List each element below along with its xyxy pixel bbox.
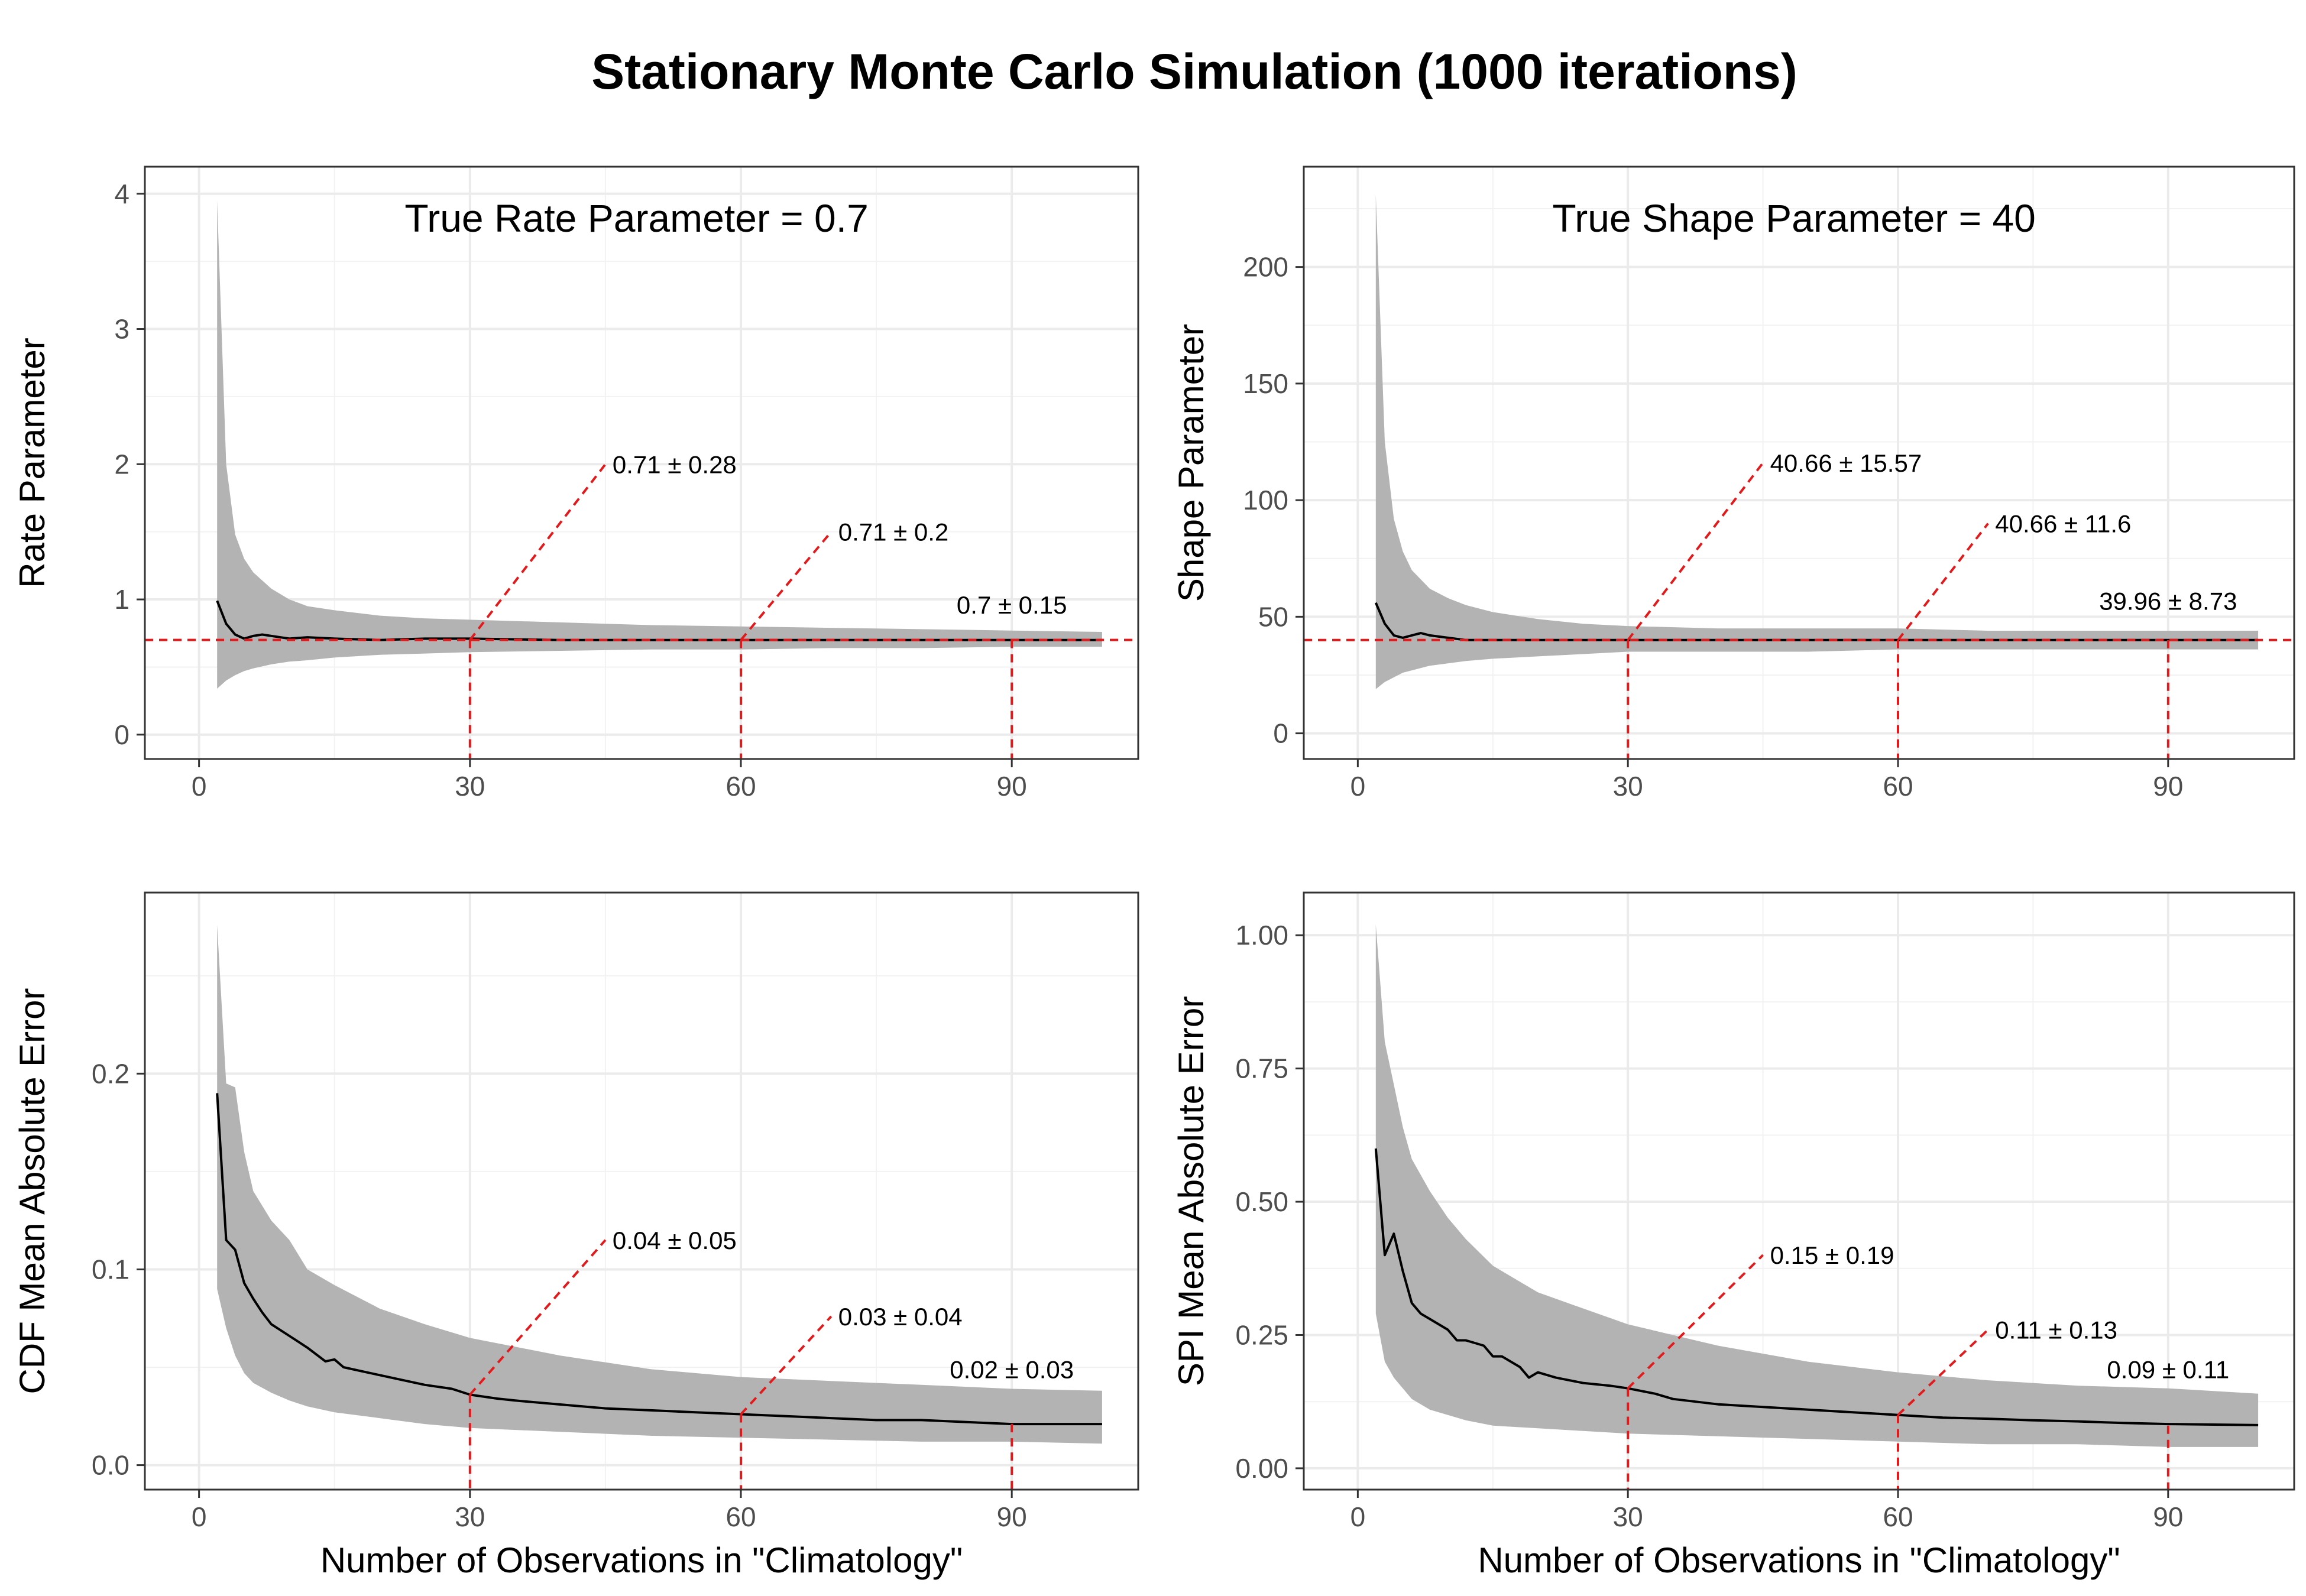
x-tick-label: 0 [1350,771,1366,802]
x-tick-label: 30 [455,1501,485,1532]
panel-annotation: True Rate Parameter = 0.7 [404,196,868,240]
mean-line [216,1093,1102,1426]
y-tick-label: 0.75 [1235,1053,1288,1084]
marker-leader-line [1897,523,1989,641]
marker-label: 40.66 ± 11.6 [1995,510,2131,538]
x-tick-label: 90 [2153,771,2183,802]
marker-label: 0.71 ± 0.28 [613,450,737,478]
marker-label: 0.7 ± 0.15 [957,591,1067,619]
y-tick-label: 150 [1243,368,1288,399]
x-tick-label: 90 [2153,1501,2183,1532]
y-tick-label: 4 [114,179,129,209]
x-tick-label: 90 [997,771,1027,802]
panel-grid: 0.71 ± 0.28 0.71 ± 0.2 0.7 ± 0.15 True Rate… [12,166,2295,1580]
y-tick-label: 100 [1243,485,1288,515]
marker-leader-line [469,463,607,641]
y-tick-label: 3 [114,314,129,345]
x-tick-label: 90 [997,1501,1027,1532]
y-tick-label: 2 [114,449,129,479]
y-tick-label: 0.1 [92,1254,129,1284]
x-tick-label: 0 [192,771,207,802]
marker-leader-line [1627,462,1764,641]
y-axis-title: CDF Mean Absolute Error [12,988,52,1394]
y-tick-label: 0 [114,719,129,750]
marker-label: 39.96 ± 8.73 [2099,587,2237,615]
x-tick-label: 60 [726,771,756,802]
plot-background [145,167,1138,759]
marker-label: 40.66 ± 15.57 [1770,449,1922,477]
x-tick-label: 60 [1883,1501,1913,1532]
marker-label: 0.04 ± 0.05 [613,1227,737,1254]
panel-spi: 0.15 ± 0.19 0.11 ± 0.13 0.09 ± 0.11 0 30 60 90… [1171,891,2295,1580]
y-tick-label: 1.00 [1235,920,1288,951]
marker-label: 0.03 ± 0.04 [838,1303,963,1331]
x-axis-title: Number of Observations in "Climatology" [1478,1540,2120,1580]
y-tick-label: 0.50 [1235,1186,1288,1217]
panel-rate: 0.71 ± 0.28 0.71 ± 0.2 0.7 ± 0.15 True Rate… [12,166,1139,802]
x-tick-label: 30 [455,771,485,802]
y-tick-label: 0.2 [92,1058,129,1089]
y-tick-label: 0.25 [1235,1319,1288,1350]
marker-leader-line [1897,1329,1989,1416]
marker-label: 0.11 ± 0.13 [1995,1316,2117,1344]
y-tick-label: 0.0 [92,1450,129,1481]
panel-annotation: True Shape Parameter = 40 [1552,196,2036,240]
figure-title: Stationary Monte Carlo Simulation (1000 … [591,44,1797,99]
panel-shape: 40.66 ± 15.57 40.66 ± 11.6 39.96 ± 8.73 Tru… [1171,166,2295,802]
y-tick-label: 0 [1273,718,1288,749]
marker-label: 0.09 ± 0.11 [2107,1356,2229,1384]
y-tick-label: 50 [1258,601,1288,632]
x-tick-label: 30 [1613,771,1643,802]
uncertainty-band [217,924,1102,1444]
y-tick-label: 1 [114,584,129,615]
x-tick-label: 60 [1883,771,1913,802]
y-axis-title: Rate Parameter [12,338,52,588]
panel-border [144,891,1139,1491]
marker-leader-line [740,1315,833,1415]
y-tick-label: 200 [1243,252,1288,283]
marker-leader-line [1627,1254,1764,1390]
x-tick-label: 0 [192,1501,207,1532]
x-axis-title: Number of Observations in "Climatology" [320,1540,963,1580]
x-tick-label: 0 [1350,1501,1366,1532]
y-axis-title: SPI Mean Absolute Error [1171,996,1211,1386]
panel-border [1303,166,2295,760]
marker-leader-line [469,1239,607,1396]
marker-leader-line [740,531,833,641]
marker-label: 0.02 ± 0.03 [950,1356,1074,1384]
panel-cdf: 0.04 ± 0.05 0.03 ± 0.04 0.02 ± 0.03 0 30 60 90… [12,891,1139,1580]
y-axis-title: Shape Parameter [1171,324,1211,602]
marker-label: 0.15 ± 0.19 [1770,1241,1894,1269]
x-tick-label: 60 [726,1501,756,1532]
marker-label: 0.71 ± 0.2 [838,518,949,546]
mean-line [1374,1148,2259,1426]
uncertainty-band [1375,924,2259,1447]
x-tick-label: 30 [1613,1501,1643,1532]
panel-border [1303,891,2295,1491]
y-tick-label: 0.00 [1235,1453,1288,1484]
panel-border [144,166,1139,760]
